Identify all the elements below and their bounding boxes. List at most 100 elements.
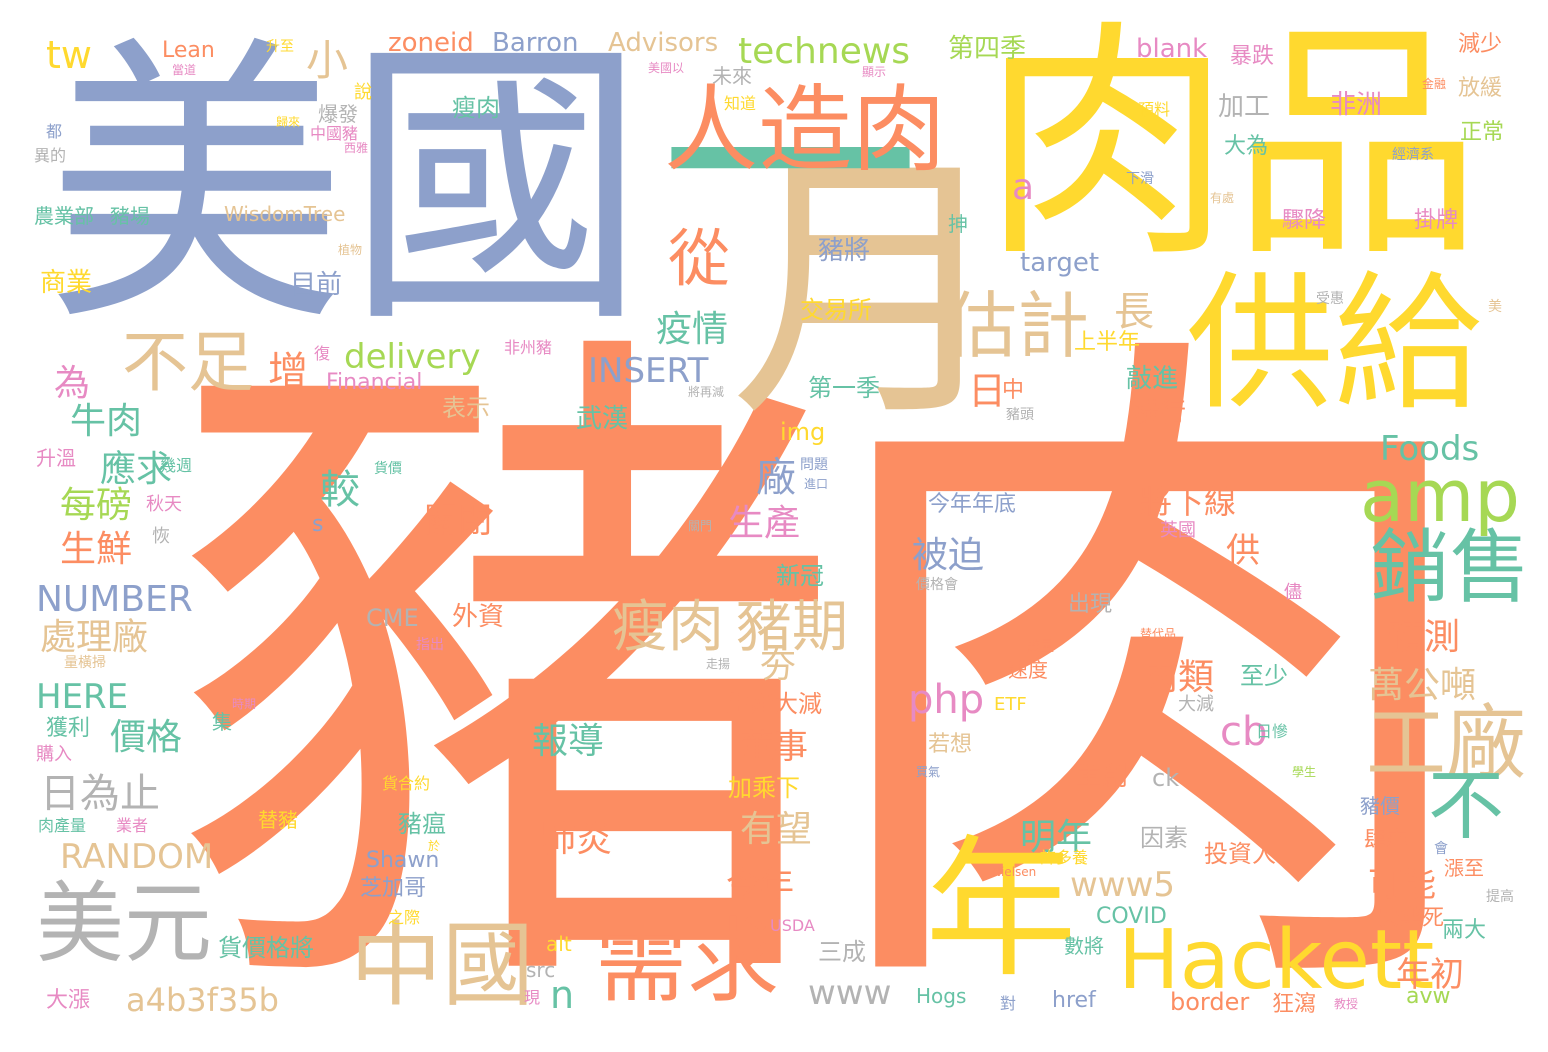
word-benefit: 受惠: [1316, 291, 1344, 307]
word-financial: Financial: [326, 370, 423, 395]
word-know: 知道: [724, 94, 757, 113]
word-investor: 投資人: [1204, 840, 1276, 868]
word-usa: 美國: [46, 13, 646, 362]
word-hog-farm: 豬場: [110, 204, 150, 228]
word-covid-new: 新冠: [776, 562, 824, 590]
word-few-weeks: 幾週: [160, 456, 193, 475]
word-covid: COVID: [1096, 904, 1167, 929]
word-production-drop: 生產大減: [726, 690, 822, 718]
word-etf: ETF: [994, 694, 1027, 715]
word-processing-plant: 處理廠: [40, 617, 149, 658]
word-futures-price: 貨價格將: [218, 934, 314, 962]
word-closed: 關閉: [424, 501, 492, 541]
word-period: 時期: [232, 697, 257, 711]
word-again: 復: [314, 344, 331, 363]
word-recover: 恢: [152, 526, 170, 547]
word-hog-price: 豬價: [1360, 794, 1400, 818]
word-supply-demand: 應求: [100, 449, 173, 490]
word-climb: 走揚: [706, 657, 731, 671]
word-listing: 掛牌: [1414, 208, 1459, 233]
word-usda-dept: 農業部: [34, 204, 94, 228]
word-rise-to: 漲至: [1444, 856, 1484, 880]
word-raise: 提高: [1486, 889, 1514, 905]
word-advisors: Advisors: [608, 28, 719, 58]
word-blank: blank: [1136, 34, 1208, 64]
word-while: 之際: [388, 908, 421, 927]
word-rampant: 橫行: [1134, 398, 1187, 428]
word-extract: 抻: [948, 212, 968, 236]
word-tw: tw: [46, 33, 92, 77]
word-number-will: 數將: [1064, 934, 1104, 958]
word-wuhan: 武漢: [576, 404, 629, 434]
word-this-year: 今年: [726, 865, 794, 905]
word-next-year: 明年: [1020, 817, 1093, 858]
word-pandemic: 疫情: [656, 309, 729, 350]
word-factory: 工廠: [1366, 697, 1526, 790]
word-www5: www5: [1070, 865, 1176, 905]
word-china: 中國: [350, 912, 535, 1019]
word-thirty-percent: 三成: [818, 938, 866, 966]
word-hog-head: 豬頭: [1006, 407, 1034, 423]
word-speed: 速度: [1008, 658, 1048, 682]
word-heating-up: 升溫: [36, 446, 76, 470]
word-will-cut: 將再減: [688, 385, 725, 399]
word-heavy-hit: 重創: [1076, 762, 1129, 792]
word-href: href: [1052, 988, 1096, 1013]
word-hackett: Hackett: [1118, 913, 1435, 1008]
word-factor: 因素: [1140, 824, 1188, 852]
word-usda: USDA: [770, 916, 815, 935]
word-exchange: 交易所: [800, 296, 872, 324]
word-until-day: 日為止: [40, 771, 160, 817]
word-different: 異的: [34, 146, 67, 165]
word-forecast: 預測: [1388, 617, 1461, 658]
word-slow-down: 放緩: [1458, 76, 1503, 101]
word-normal: 正常: [1460, 120, 1505, 145]
word-alt: alt: [546, 932, 572, 956]
word-per-pound: 每磅: [60, 485, 133, 526]
word-profit: 獲利: [46, 716, 91, 741]
word-month: 月: [730, 129, 1010, 455]
word-china-hog: 中國豬: [310, 124, 359, 143]
word-fourth-quarter: 第四季: [948, 34, 1027, 64]
word-small: 小: [306, 36, 349, 85]
word-wisdomtree: WisdomTree: [224, 202, 346, 226]
word-finance: 金融: [1422, 77, 1447, 91]
word-swine-fever: 豬瘟: [398, 810, 446, 838]
word-beef: 牛肉: [70, 401, 143, 442]
word-close-door: 關門: [688, 519, 713, 533]
word-autumn: 秋天: [146, 494, 182, 515]
word-www: www: [808, 973, 892, 1013]
word-hot: 夯: [760, 645, 797, 686]
word-euthanize: 安樂死: [1378, 906, 1445, 931]
word-sales: 銷售: [1370, 521, 1530, 614]
word-buy-in: 敲進: [1126, 364, 1179, 394]
word-professor: 教授: [1334, 997, 1359, 1011]
word-increase: 增: [268, 349, 308, 395]
word-students: 學生: [1292, 765, 1317, 779]
word-amp: amp: [1360, 454, 1520, 538]
word-present: 現: [524, 988, 541, 1007]
word-show: 顯示: [862, 65, 887, 79]
word-director: 董事: [740, 727, 808, 767]
word-lean: Lean: [162, 38, 215, 63]
word-plant-based: 植物: [338, 243, 363, 257]
word-crash: 暴跌: [1230, 44, 1275, 69]
word-prevail: 當道: [172, 63, 197, 77]
word-a4b3f35b: a4b3f35b: [126, 981, 279, 1019]
word-number: NUMBER: [36, 579, 193, 620]
word-possible: 可能: [1368, 865, 1436, 905]
word-daily-loss: 日慘: [1256, 722, 1289, 741]
word-price: 價格: [110, 717, 183, 758]
word-report: 報導: [532, 721, 605, 762]
word-hog-will: 豬將: [818, 236, 871, 266]
word-for: 為: [54, 363, 91, 404]
word-chicago: 芝加哥: [360, 876, 427, 901]
word-shawn: Shawn: [366, 848, 440, 873]
word-outbreak: 爆發: [318, 102, 358, 126]
word-ck: ck: [1152, 764, 1180, 792]
word-demand: 需求: [595, 908, 780, 1015]
word-plunge: 狂瀉: [1272, 992, 1317, 1017]
word-point-out: 指出: [416, 637, 444, 653]
word-appear: 出現: [1068, 592, 1113, 617]
word-technews: technews: [738, 31, 911, 72]
